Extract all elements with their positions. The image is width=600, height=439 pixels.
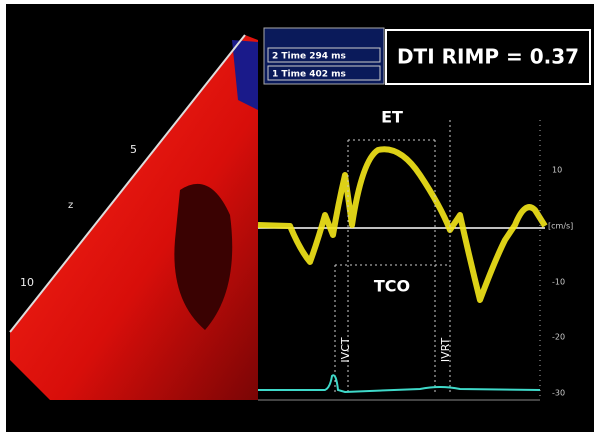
tco-label: TCO xyxy=(374,277,410,296)
depth-axis-label: z xyxy=(68,200,73,211)
et-label: ET xyxy=(381,108,403,127)
velocity-tick-label: -10 xyxy=(552,278,565,287)
depth-tick-label: 10 xyxy=(20,276,34,289)
result: DTI RIMP = 0.37 xyxy=(397,45,579,69)
measurement: 2 Time 294 ms xyxy=(272,52,346,62)
velocity-tick-label: -20 xyxy=(552,333,565,342)
depth-tick-label: 5 xyxy=(130,143,137,156)
velocity-unit: [cm/s] xyxy=(548,222,573,231)
ivrt-label: IVRT xyxy=(439,338,452,363)
echo-image: 5 10 z 2 Time 294 ms 1 Time 402 ms DTI R… xyxy=(0,0,600,439)
velocity-tick-label: 10 xyxy=(552,166,562,175)
page: 5 10 z 2 Time 294 ms 1 Time 402 ms DTI R… xyxy=(0,0,600,439)
ivct-label: IVCT xyxy=(339,337,352,362)
measurement: 1 Time 402 ms xyxy=(272,70,346,80)
velocity-tick-label: -30 xyxy=(552,389,565,398)
